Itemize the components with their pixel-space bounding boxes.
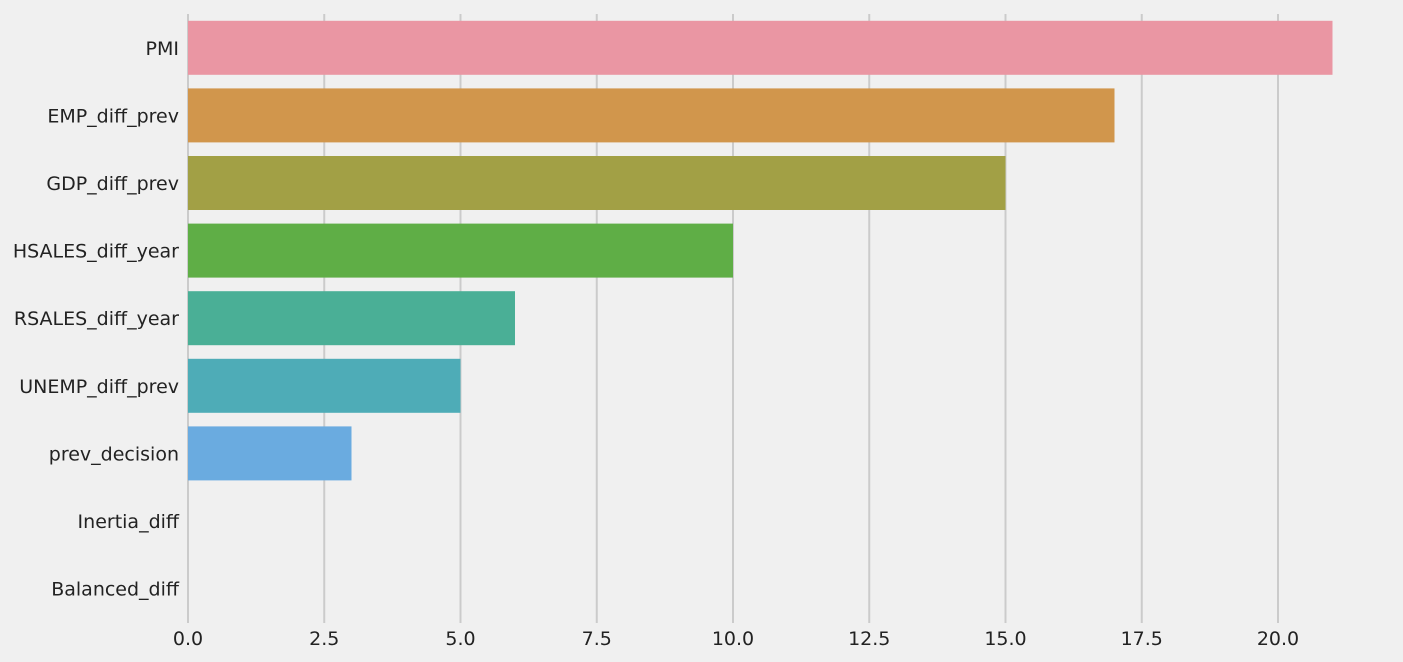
category-label: Inertia_diff <box>78 511 180 533</box>
x-tick-label: 7.5 <box>582 628 612 650</box>
category-label: Balanced_diff <box>51 579 180 601</box>
bar-emp-diff-prev <box>188 88 1115 143</box>
x-tick-label: 10.0 <box>712 628 754 650</box>
x-tick-label: 20.0 <box>1257 628 1299 650</box>
x-tick-label: 0.0 <box>173 628 203 650</box>
bar-rsales-diff-year <box>188 291 515 346</box>
bar-series <box>188 20 1333 481</box>
bar-prev-decision <box>188 426 352 481</box>
category-label: GDP_diff_prev <box>46 173 179 195</box>
category-label: UNEMP_diff_prev <box>19 376 179 398</box>
x-tick-label: 2.5 <box>309 628 339 650</box>
bar-gdp-diff-prev <box>188 156 1006 210</box>
bar-unemp-diff-prev <box>188 358 461 413</box>
category-label: RSALES_diff_year <box>14 308 179 330</box>
x-tick-label: 17.5 <box>1121 628 1163 650</box>
category-label: EMP_diff_prev <box>47 105 179 127</box>
x-tick-label: 12.5 <box>848 628 890 650</box>
bar-hsales-diff-year <box>188 223 733 278</box>
x-tick-label: 15.0 <box>984 628 1026 650</box>
category-label: PMI <box>146 38 179 60</box>
x-tick-label: 5.0 <box>445 628 475 650</box>
bar-pmi <box>188 20 1333 75</box>
x-tick-labels: 0.0 2.5 5.0 7.5 10.0 12.5 15.0 17.5 20.0 <box>173 628 1299 650</box>
category-labels: PMI EMP_diff_prev GDP_diff_prev HSALES_diff… <box>13 38 180 601</box>
category-label: HSALES_diff_year <box>13 241 179 263</box>
category-label: prev_decision <box>49 443 179 465</box>
